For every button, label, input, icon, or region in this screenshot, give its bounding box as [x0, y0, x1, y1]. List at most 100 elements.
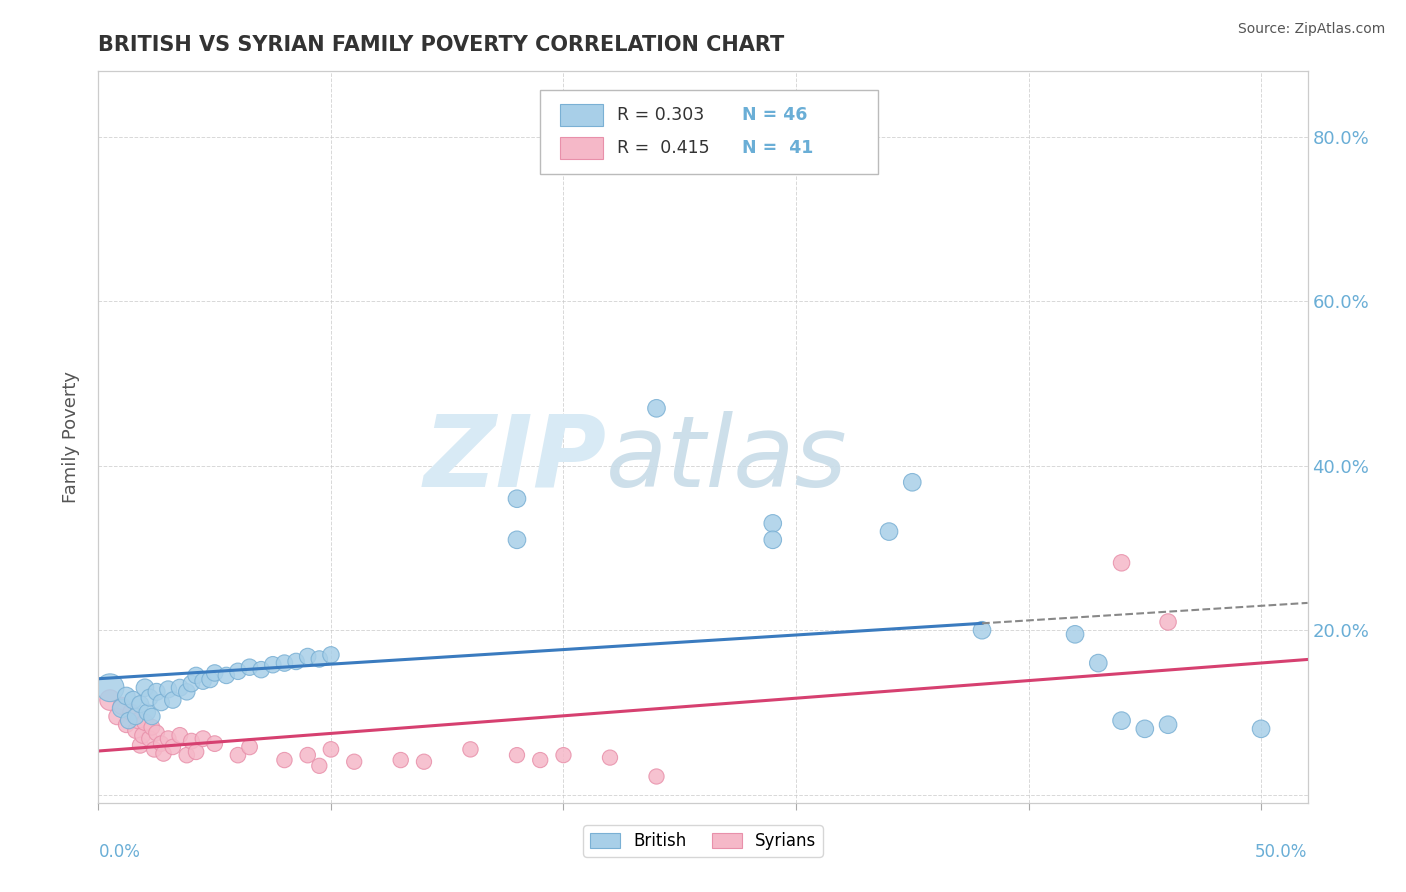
- Point: [297, 649, 319, 664]
- Point: [191, 731, 214, 746]
- Point: [262, 657, 284, 672]
- Point: [157, 731, 180, 746]
- Point: [169, 728, 191, 742]
- Point: [111, 701, 134, 715]
- Point: [129, 739, 152, 753]
- Point: [131, 728, 153, 742]
- Point: [198, 673, 221, 687]
- Point: [162, 693, 184, 707]
- Point: [308, 759, 330, 773]
- FancyBboxPatch shape: [540, 90, 879, 174]
- Point: [460, 742, 482, 756]
- Point: [343, 755, 366, 769]
- Point: [1111, 714, 1133, 728]
- Point: [111, 698, 134, 713]
- Point: [204, 665, 226, 680]
- Point: [138, 731, 160, 746]
- Point: [226, 748, 249, 763]
- Point: [134, 715, 156, 730]
- Point: [124, 723, 146, 738]
- Point: [529, 753, 551, 767]
- Point: [191, 674, 214, 689]
- Point: [169, 681, 191, 695]
- Text: Source: ZipAtlas.com: Source: ZipAtlas.com: [1237, 22, 1385, 37]
- Point: [1064, 627, 1087, 641]
- Point: [273, 753, 295, 767]
- Point: [145, 726, 167, 740]
- Point: [319, 742, 342, 756]
- Point: [176, 685, 198, 699]
- Text: BRITISH VS SYRIAN FAMILY POVERTY CORRELATION CHART: BRITISH VS SYRIAN FAMILY POVERTY CORRELA…: [98, 35, 785, 54]
- Point: [308, 652, 330, 666]
- Point: [120, 706, 142, 720]
- Point: [145, 685, 167, 699]
- Point: [184, 745, 207, 759]
- Point: [138, 690, 160, 705]
- Text: 0.0%: 0.0%: [98, 843, 141, 861]
- Point: [506, 491, 529, 506]
- Point: [124, 709, 146, 723]
- Point: [98, 693, 121, 707]
- Point: [285, 655, 308, 669]
- Point: [413, 755, 436, 769]
- Point: [1111, 556, 1133, 570]
- Point: [122, 693, 145, 707]
- Point: [645, 770, 668, 784]
- Point: [118, 714, 141, 728]
- Point: [250, 663, 273, 677]
- Point: [389, 753, 412, 767]
- Point: [273, 656, 295, 670]
- Point: [180, 676, 202, 690]
- Point: [319, 648, 342, 662]
- Point: [204, 737, 226, 751]
- Text: 50.0%: 50.0%: [1256, 843, 1308, 861]
- Point: [129, 697, 152, 711]
- Point: [506, 533, 529, 547]
- Point: [1087, 656, 1109, 670]
- Point: [226, 665, 249, 679]
- Legend: British, Syrians: British, Syrians: [583, 825, 823, 856]
- Point: [162, 739, 184, 754]
- Point: [150, 696, 173, 710]
- Point: [105, 709, 128, 723]
- Point: [98, 681, 121, 695]
- Y-axis label: Family Poverty: Family Poverty: [62, 371, 80, 503]
- Point: [1133, 722, 1156, 736]
- Point: [127, 714, 149, 728]
- Point: [762, 533, 785, 547]
- FancyBboxPatch shape: [561, 137, 603, 159]
- Text: N = 46: N = 46: [742, 106, 807, 124]
- Text: R = 0.303: R = 0.303: [617, 106, 704, 124]
- Point: [184, 668, 207, 682]
- Point: [141, 720, 163, 734]
- Point: [553, 748, 575, 763]
- Point: [115, 689, 138, 703]
- Point: [970, 624, 993, 638]
- Point: [134, 681, 156, 695]
- Point: [1157, 615, 1180, 629]
- Point: [152, 747, 174, 761]
- Point: [645, 401, 668, 416]
- Point: [136, 706, 159, 720]
- Point: [215, 668, 238, 682]
- Point: [599, 750, 621, 764]
- Point: [157, 682, 180, 697]
- Point: [176, 748, 198, 763]
- Point: [297, 748, 319, 763]
- Point: [901, 475, 924, 490]
- Text: atlas: atlas: [606, 410, 848, 508]
- FancyBboxPatch shape: [561, 104, 603, 126]
- Point: [239, 660, 262, 674]
- Point: [141, 709, 163, 723]
- Point: [239, 739, 262, 754]
- Point: [762, 516, 785, 531]
- Point: [180, 734, 202, 748]
- Text: N =  41: N = 41: [742, 139, 813, 157]
- Text: ZIP: ZIP: [423, 410, 606, 508]
- Point: [115, 717, 138, 731]
- Point: [1157, 717, 1180, 731]
- Point: [143, 742, 166, 756]
- Text: R =  0.415: R = 0.415: [617, 139, 710, 157]
- Point: [506, 748, 529, 763]
- Point: [877, 524, 900, 539]
